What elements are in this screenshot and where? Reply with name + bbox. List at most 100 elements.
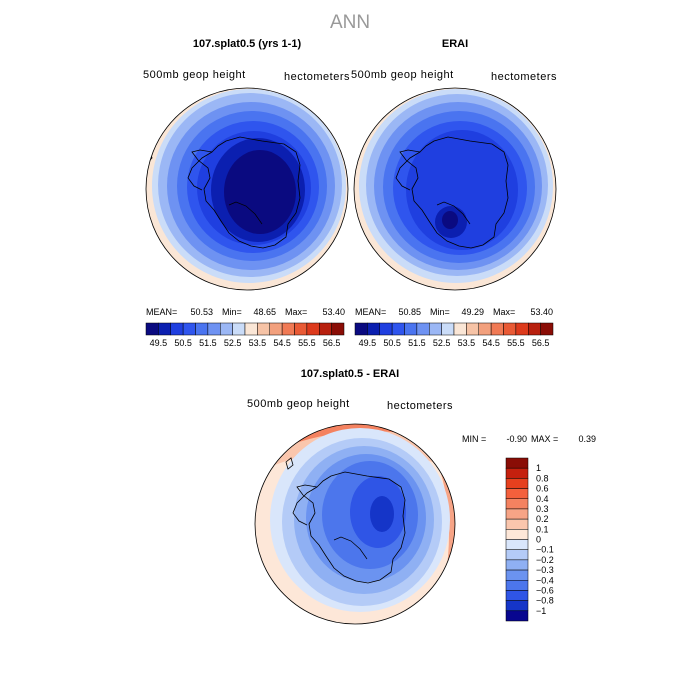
colorbar-swatch [490,322,504,336]
peninsula-coastline [395,151,421,191]
panel-diff-max-label: MAX = [531,434,558,444]
panel-model-map-border [145,87,349,291]
colorbar-swatch [540,322,554,336]
colorbar-tick-label: 0.8 [536,473,549,483]
colorbar-tick-label: 53.5 [458,338,476,348]
panel-model-min-label: Min= [222,307,242,317]
panel-model-min-value: 48.65 [253,307,276,317]
panel-erai-title: ERAI [442,38,468,50]
colorbar-swatch [505,580,529,591]
panel-erai-min-value: 49.29 [461,307,484,317]
panel-diff-max-value: 0.39 [578,434,596,444]
colorbar-tick-label: −0.1 [536,545,554,555]
colorbar-swatch [354,322,368,336]
ice-shelf-coastline [333,536,368,560]
colorbar-tick-label: 0.1 [536,524,549,534]
panel-erai-max-value: 53.40 [530,307,553,317]
colorbar-swatch [505,457,529,469]
colorbar-swatch [182,322,196,336]
colorbar-swatch [505,478,529,489]
panel-diff: 107.splat0.5 - ERAI 500mb geop height he… [247,368,596,625]
colorbar-tick-label: −0.4 [536,575,554,585]
panel-erai-variable-label: 500mb geop height [351,69,454,81]
colorbar-swatch [505,610,529,622]
ice-shelf-coastline [228,201,263,225]
colorbar-swatch [505,600,529,612]
colorbar-swatch [505,498,529,510]
map-neg-10 [370,496,394,532]
panel-diff-variable-label: 500mb geop height [247,398,350,410]
map-core [406,130,518,250]
colorbar-swatch [503,322,517,336]
colorbar-swatch [453,322,467,336]
panel-diff-map-border [254,423,456,625]
panel-model-mean-value: 50.53 [190,307,213,317]
panel-erai-mean-label: MEAN= [355,307,386,317]
colorbar-swatch [195,322,209,336]
colorbar-tick-label: 0.3 [536,504,549,514]
colorbar-swatch [391,322,405,336]
colorbar-swatch [220,322,233,336]
colorbar-tick-label: 50.5 [383,338,401,348]
colorbar-swatch [505,508,529,520]
colorbar-swatch [145,322,159,336]
colorbar-swatch [379,322,393,336]
panel-erai-map-border [353,87,557,291]
colorbar-swatch [505,559,529,571]
panel-erai: ERAI 500mb geop height hectometers MEAN=… [351,38,557,348]
colorbar-swatch [505,467,529,479]
colorbar-swatch [269,322,283,336]
antarctica-coastline [399,136,509,249]
colorbar-swatch [466,322,479,336]
map-low-ross-inner [442,211,458,229]
peninsula-coastline [292,486,318,526]
colorbar-tick-label: 55.5 [507,338,525,348]
colorbar-tick-label: 1 [536,463,541,473]
peninsula-coastline [187,151,213,191]
colorbar-swatch [294,322,308,336]
colorbar-swatch [257,322,270,336]
colorbar-swatch [244,322,258,336]
panel-diff-map [255,424,455,624]
map-core-inner [224,150,296,234]
panel-diff-units-label: hectometers [387,400,453,412]
colorbar-swatch [416,322,430,336]
colorbar-swatch [331,322,345,336]
page-title: ANN [330,12,370,33]
panel-model-map [146,88,348,290]
antarctica-coastline [191,136,301,249]
colorbar-swatch [505,539,529,550]
colorbar-tick-label: 0 [536,535,541,545]
panel-model-units-label: hectometers [284,71,350,83]
panel-model-max-value: 53.40 [322,307,345,317]
colorbar-swatch [505,549,529,561]
ice-shelf-coastline [436,201,471,225]
colorbar-swatch [441,322,455,336]
colorbar-swatch [232,322,246,336]
colorbar-swatch [281,322,295,336]
south-america-tip [285,457,294,470]
colorbar-swatch [505,590,529,601]
colorbar-tick-label: 54.5 [482,338,500,348]
colorbar-swatch [478,322,492,336]
colorbar-tick-label: 0.4 [536,494,549,504]
panel-diff-colorbar: 10.80.60.40.30.20.10−0.1−0.2−0.3−0.4−0.6… [505,457,554,622]
colorbar-swatch [429,322,442,336]
colorbar-swatch [404,322,418,336]
colorbar-swatch [505,488,529,499]
colorbar-swatch [505,518,529,530]
colorbar-tick-label: 55.5 [298,338,316,348]
colorbar-tick-label: −0.2 [536,555,554,565]
panel-erai-mean-value: 50.85 [398,307,421,317]
colorbar-tick-label: 49.5 [359,338,377,348]
panel-model-max-label: Max= [285,307,307,317]
colorbar-tick-label: 51.5 [199,338,217,348]
colorbar-swatch [367,322,380,336]
colorbar-tick-label: 53.5 [249,338,267,348]
panel-diff-min-value: -0.90 [506,434,527,444]
colorbar-tick-label: −1 [536,606,546,616]
colorbar-tick-label: 0.2 [536,514,549,524]
panel-erai-colorbar: 49.5 50.5 51.5 52.5 53.5 54.5 55.5 56.5 [354,322,554,348]
antarctica-coastline [296,471,406,584]
